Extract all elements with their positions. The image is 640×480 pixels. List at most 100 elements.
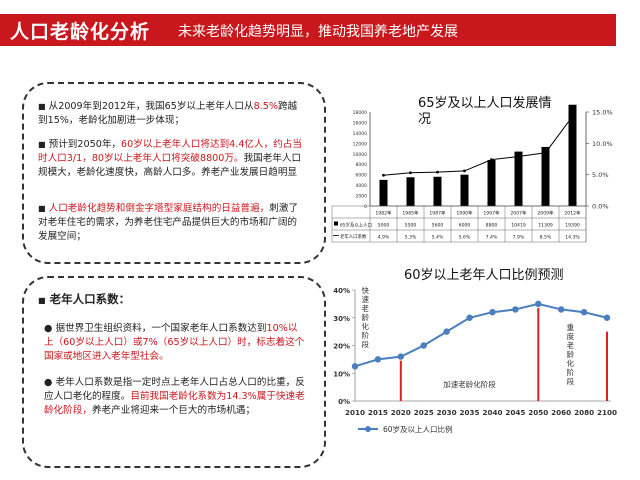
line-data-label: 7.4% <box>486 235 498 241</box>
line-point <box>489 309 496 316</box>
line-point <box>580 309 588 316</box>
line-point <box>512 306 519 313</box>
annotation-severe-char: 段 <box>567 376 575 386</box>
legend-marker <box>365 426 371 432</box>
annotation-accelerated: 加速老龄化阶段 <box>443 379 496 389</box>
para-forecast-highlight: 60岁以上老年人口将达到4.4亿人，约占当时人口3/1，80岁以上老年人口将突破… <box>38 139 302 164</box>
line-point <box>436 170 439 174</box>
y-left-tick-label: 18000 <box>353 110 367 116</box>
info-box-coefficient <box>22 276 326 468</box>
line-point <box>443 328 450 335</box>
para-definition: ● 老年人口系数是指一定时点上老年人口占总人口的比重，反应人口老化的程度。目前我… <box>44 376 306 418</box>
x-tick-label: 1982年 <box>375 210 392 217</box>
para-forecast-text: 预计到2050年， <box>48 139 122 150</box>
coefficient-heading-text: 老年人口系数： <box>49 292 131 306</box>
x-tick-label: 2020 <box>391 408 411 417</box>
annotation-rapid-char: 化 <box>362 321 370 331</box>
bullet-icon: ■ <box>38 140 46 149</box>
chart1-title: 65岁及以上人口发展情况 <box>418 96 552 127</box>
y-right-tick-label: 0.0% <box>592 203 609 211</box>
line-point <box>420 342 427 349</box>
y-right-tick-label: 15.0% <box>592 109 613 117</box>
para-growth: ■ 从2009年到2012年，我国65岁以上老年人口从8.5%跨越到15%，老龄… <box>38 100 302 128</box>
x-tick-label: 2080 <box>574 408 594 417</box>
coefficient-heading: ■ 老年人口系数： <box>38 291 130 307</box>
x-tick-label: 2007年 <box>510 210 527 217</box>
y-tick-label: 30% <box>333 315 350 323</box>
chart2-ratio-line-chart: 0%10%20%30%40%2010 2015 2020 2025 2030 2035 20… <box>333 285 617 434</box>
y-left-tick-label: 4000 <box>356 183 368 189</box>
bar <box>379 179 388 206</box>
para-definition-text-2: 养老产业将迎来一个巨大的市场机遇； <box>91 405 256 416</box>
dot-bullet-icon: ● <box>44 377 53 388</box>
x-tick-label: 1987年 <box>429 210 446 217</box>
bar-data-label: 10419 <box>511 223 526 229</box>
line-point <box>557 306 565 313</box>
annotation-severe-char: 老 <box>567 340 575 350</box>
x-tick-label: 2050 <box>528 408 548 417</box>
para-definition-highlight: 目前我国老龄化系数为14.3%属于快速老龄化阶段， <box>44 391 305 416</box>
annotation-rapid-char: 老 <box>362 303 370 313</box>
para-who-highlight: 10%以上（60岁以上人口）或7%（65岁以上人口）时，标志着这个国家或地区进入… <box>44 323 305 362</box>
bar-data-label: 11309 <box>538 223 553 229</box>
para-forecast: ■ 预计到2050年，60岁以上老年人口将达到4.4亿人，约占当时人口3/1，8… <box>38 138 302 180</box>
bar <box>460 174 469 206</box>
bullet-icon: ■ <box>38 102 46 111</box>
x-tick-label: 2035 <box>460 408 480 417</box>
dot-bullet-icon: ● <box>44 323 53 334</box>
chart1-population-bar-chart: 0 2000 4000 6000 8000 10000 12000 14000 16000 180… <box>331 104 613 243</box>
para-demand-highlight: 人口老龄化趋势和倒金字塔型家庭结构的日益普遍， <box>48 203 270 214</box>
info-box-trend <box>22 82 326 264</box>
legend-line-label: 老年人口系数 <box>340 233 367 240</box>
x-tick-label: 2040 <box>482 408 502 417</box>
x-tick-label: 2015 <box>368 408 388 417</box>
banner-tail <box>616 14 640 46</box>
bar <box>541 146 550 206</box>
annotation-rapid-char: 段 <box>362 339 370 349</box>
legend-label: 60岁及以上人口比例 <box>383 424 453 434</box>
line-data-label: 4.9% <box>378 235 390 241</box>
bar <box>406 177 415 206</box>
y-left-tick-label: 10000 <box>353 152 367 158</box>
bar-data-label: 6000 <box>459 223 471 229</box>
annotation-severe-char: 阶 <box>567 367 575 377</box>
line-point <box>463 169 466 173</box>
bar <box>568 104 577 206</box>
y-left-tick-label: 8000 <box>356 162 368 168</box>
y-left-tick-label: 12000 <box>353 141 367 147</box>
x-tick-label: 1997年 <box>483 210 500 217</box>
para-forecast-text-2: 我国老年人口规模大，老龄化速度快，高龄人口多。养老产业发展日趋明显 <box>38 153 302 178</box>
para-who: ● 据世界卫生组织资料，一个国家老年人口系数达到10%以上（60岁以上人口）或7… <box>44 322 306 364</box>
x-tick-label: 2025 <box>414 408 434 417</box>
page-subtitle: 未来老龄化趋势明显，推动我国养老地产发展 <box>178 24 458 40</box>
y-left-tick-label: 14000 <box>353 131 367 137</box>
para-demand-text: 刺激了对老年住宅的需求，为养老住宅产品提供巨大的市场和广阔的发展空间； <box>38 203 299 242</box>
x-tick-label: 2012年 <box>564 210 581 217</box>
series-line <box>354 302 608 368</box>
y-left-tick-label: 16000 <box>353 120 367 126</box>
legend-bar-label: 65岁及以上人口 <box>340 222 372 229</box>
line-point <box>490 158 493 162</box>
line-point <box>397 353 405 360</box>
para-growth-highlight: 8.5% <box>253 101 278 112</box>
line-point <box>535 300 542 308</box>
bar-data-label: 5000 <box>378 223 390 229</box>
page-title: 人口老龄化分析 <box>10 21 151 43</box>
annotation-rapid-char: 龄 <box>362 312 370 322</box>
para-demand: ■ 人口老龄化趋势和倒金字塔型家庭结构的日益普遍，刺激了对老年住宅的需求，为养老… <box>38 202 302 244</box>
line-point <box>374 356 382 363</box>
line-data-label: 5.6% <box>459 235 471 241</box>
line-point <box>382 173 385 177</box>
y-left-tick-label: 6000 <box>356 173 368 179</box>
y-left-tick-label: 2000 <box>356 194 368 200</box>
y-right-tick-label: 10.0% <box>592 140 613 148</box>
para-growth-text: 从2009年到2012年，我国65岁以上老年人口从 <box>48 101 254 112</box>
line-point <box>544 151 547 155</box>
bar-data-label: 8800 <box>486 223 498 229</box>
x-tick-label: 2045 <box>505 408 525 417</box>
line-data-label: 8.5% <box>540 235 552 241</box>
line-point <box>351 363 359 370</box>
y-right-tick-label: 5.0% <box>592 171 609 179</box>
bullet-icon: ■ <box>38 296 46 305</box>
x-tick-label: 1985年 <box>402 210 419 217</box>
